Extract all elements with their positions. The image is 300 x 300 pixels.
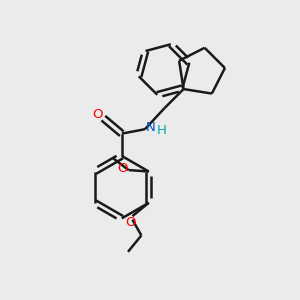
Text: H: H: [157, 124, 167, 137]
Text: N: N: [146, 121, 155, 134]
Text: O: O: [93, 108, 103, 121]
Text: O: O: [117, 162, 127, 175]
Text: O: O: [126, 216, 136, 229]
